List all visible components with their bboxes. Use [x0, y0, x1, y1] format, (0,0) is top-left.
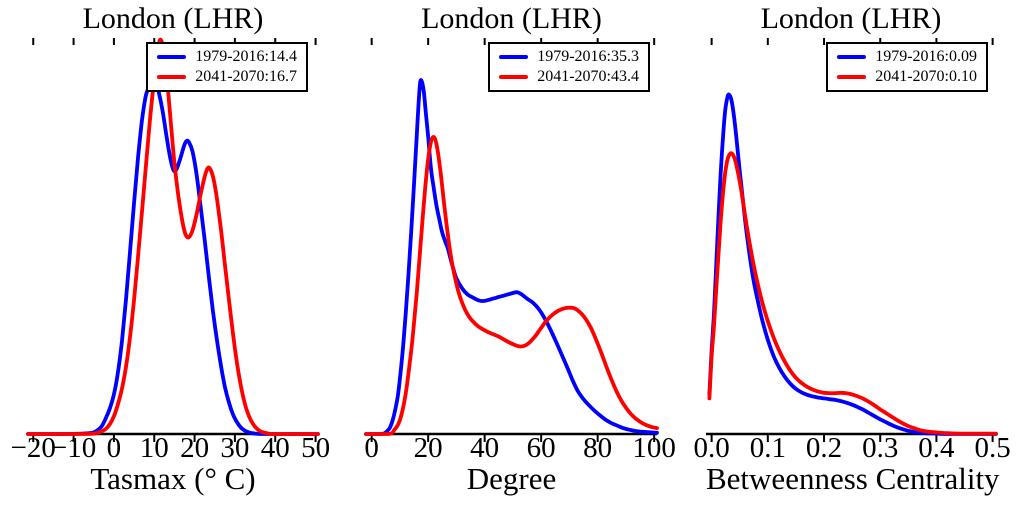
x-tick-label: 20 — [180, 432, 210, 464]
legend-line-icon — [157, 74, 187, 80]
x-tick-label: 40 — [260, 432, 290, 464]
legend-row: 1979-2016:14.4 — [157, 47, 297, 67]
x-tick-label: 0 — [364, 432, 379, 464]
legend-label: 1979-2016:14.4 — [195, 48, 297, 65]
legend-label: 1979-2016:35.3 — [537, 48, 639, 65]
kde-curve-2041-2070 — [364, 135, 659, 436]
x-tick-label: 20 — [413, 432, 443, 464]
kde-plot-svg — [364, 38, 659, 442]
kde-curve-2041-2070 — [26, 37, 320, 436]
legend-label: 1979-2016:0.09 — [875, 48, 977, 65]
x-tick-label: 0.4 — [918, 432, 955, 464]
legend-box: 1979-2016:35.3 2041-2070:43.4 — [488, 42, 650, 92]
x-tick-label: 0.3 — [862, 432, 899, 464]
x-tick-label: 0.5 — [974, 432, 1011, 464]
chart-title: London (LHR) — [82, 2, 264, 35]
x-tick-label: 80 — [583, 432, 613, 464]
x-tick-label: 60 — [526, 432, 556, 464]
legend-line-icon — [157, 54, 187, 60]
x-axis-label: Betweenness Centrality — [706, 461, 1000, 496]
kde-plot-svg — [26, 37, 320, 442]
x-tick-label: 30 — [220, 432, 250, 464]
legend-row: 1979-2016:35.3 — [499, 47, 639, 67]
x-tick-label: 40 — [470, 432, 500, 464]
kde-curve-2041-2070 — [707, 151, 998, 436]
legend-line-icon — [837, 54, 867, 60]
legend-row: 1979-2016:0.09 — [837, 47, 977, 67]
x-axis-label: Tasmax (° C) — [90, 461, 256, 496]
legend-row: 2041-2070:16.7 — [157, 67, 297, 87]
x-tick-label: 50 — [301, 432, 331, 464]
legend-label: 2041-2070:43.4 — [537, 68, 639, 85]
legend-label: 2041-2070:0.10 — [875, 68, 977, 85]
x-tick-label: −20 — [10, 432, 56, 464]
chart-title: London (LHR) — [760, 2, 942, 35]
panel-degree: London (LHR) 0 20 40 60 80 100 Degree 1979-20… — [341, 0, 683, 512]
kde-plot-svg — [706, 38, 998, 442]
legend-row: 2041-2070:0.10 — [837, 67, 977, 87]
x-axis-tick-labels: 0 20 40 60 80 100 — [341, 434, 683, 468]
legend-line-icon — [499, 74, 529, 80]
legend-box: 1979-2016:14.4 2041-2070:16.7 — [146, 42, 308, 92]
legend-row: 2041-2070:43.4 — [499, 67, 639, 87]
legend-label: 2041-2070:16.7 — [195, 68, 297, 85]
x-tick-label: 10 — [139, 432, 169, 464]
kde-curve-1979-2016 — [364, 78, 659, 436]
legend-box: 1979-2016:0.09 2041-2070:0.10 — [826, 42, 988, 92]
x-tick-label: 0.0 — [693, 432, 730, 464]
panel-tasmax: London (LHR) −20 −10 0 10 20 30 40 50 Tasmax (°… — [0, 0, 341, 512]
kde-curve-1979-2016 — [707, 92, 998, 436]
x-axis-tick-labels: −20 −10 0 10 20 30 40 50 — [0, 434, 341, 468]
chart-title: London (LHR) — [421, 2, 602, 35]
x-tick-label: −10 — [50, 432, 97, 464]
x-tick-label: 0 — [106, 432, 122, 464]
legend-line-icon — [499, 54, 529, 60]
x-tick-label: 100 — [632, 432, 676, 464]
legend-line-icon — [837, 74, 867, 80]
x-tick-label: 0.2 — [805, 432, 843, 464]
x-tick-label: 0.1 — [749, 432, 786, 464]
x-axis-label: Degree — [466, 461, 557, 496]
kde-curve-1979-2016 — [26, 80, 320, 436]
panel-betweenness-centrality: London (LHR) 0.0 0.1 0.2 0.3 0.4 0.5 Betweenn… — [683, 0, 1024, 512]
x-axis-tick-labels: 0.0 0.1 0.2 0.3 0.4 0.5 — [683, 434, 1024, 468]
